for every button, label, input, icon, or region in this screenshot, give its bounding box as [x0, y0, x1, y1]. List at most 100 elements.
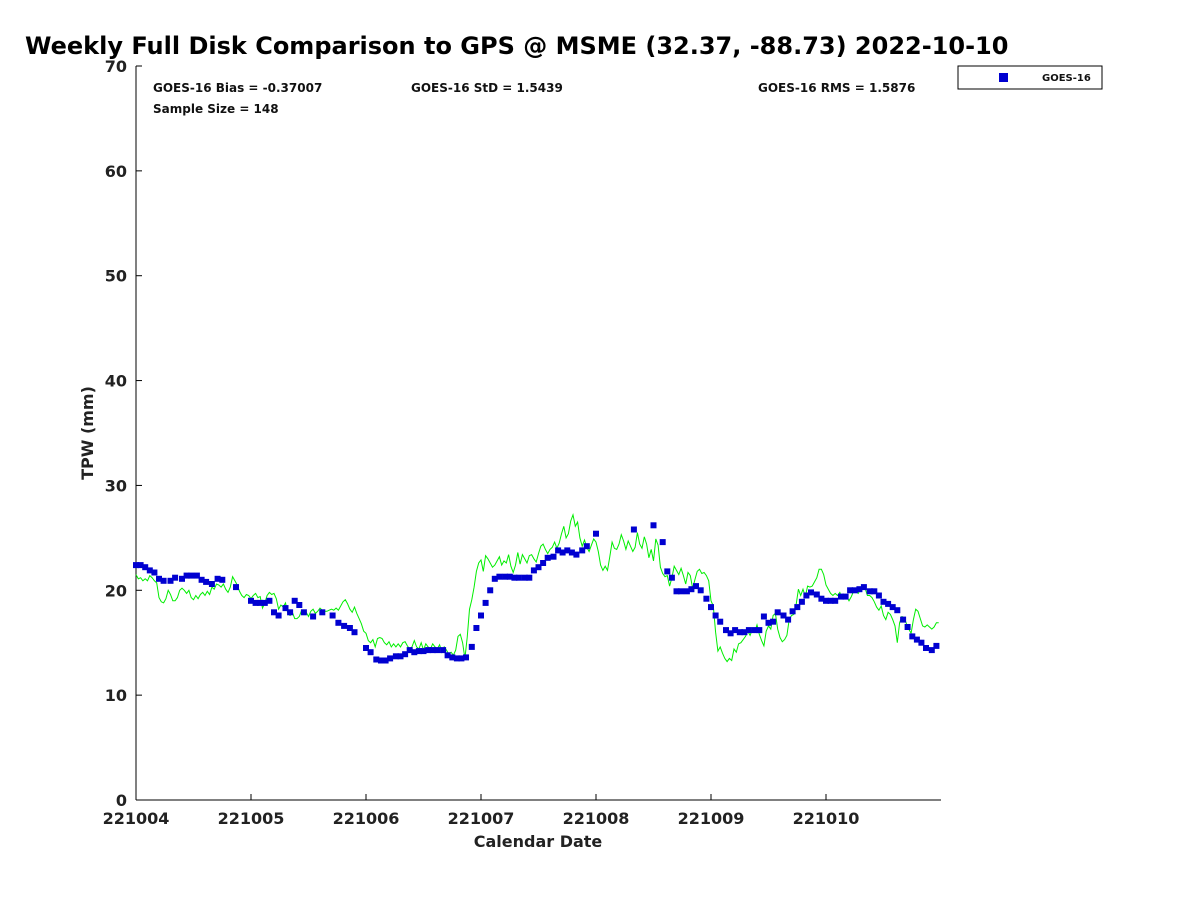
data-point [583, 543, 590, 550]
x-axis-label: Calendar Date [474, 832, 603, 851]
data-point [382, 657, 389, 664]
data-point [172, 574, 179, 581]
legend: GOES-16 [957, 65, 1103, 90]
data-point [856, 586, 863, 593]
x-tick-label: 221004 [103, 809, 170, 828]
data-point [866, 588, 873, 595]
data-point [151, 569, 158, 576]
data-point [526, 574, 533, 581]
x-tick-label: 221006 [333, 809, 400, 828]
data-point [487, 587, 494, 594]
data-point [880, 598, 887, 605]
data-point [252, 599, 259, 606]
y-tick-label: 60 [105, 162, 127, 181]
data-point [818, 595, 825, 602]
data-point [275, 612, 282, 619]
data-point [544, 554, 551, 561]
data-point [511, 574, 518, 581]
data-point [832, 597, 839, 604]
data-point [573, 551, 580, 558]
x-axis: 221004 221005 221006 221007 221008 221009 2210… [103, 794, 860, 828]
data-point [142, 564, 149, 571]
data-point [712, 612, 719, 619]
data-point [780, 612, 787, 619]
y-axis: 0 10 20 30 40 50 60 70 [105, 57, 142, 810]
data-point [785, 616, 792, 623]
data-point [559, 549, 566, 556]
y-tick-label: 30 [105, 476, 127, 495]
data-point [756, 627, 763, 634]
data-point [808, 589, 814, 596]
data-point [717, 618, 724, 625]
data-point [515, 574, 522, 581]
x-tick-label: 221005 [218, 809, 285, 828]
data-point [741, 629, 748, 636]
data-point [261, 599, 268, 606]
plot-area [135, 66, 941, 801]
data-point [683, 588, 690, 595]
data-point [703, 595, 710, 602]
data-point [871, 588, 878, 595]
data-point [521, 574, 528, 581]
chart-title: Weekly Full Disk Comparison to GPS @ MSM… [25, 32, 1008, 60]
data-point [473, 625, 480, 631]
data-point [885, 600, 892, 607]
data-point [550, 553, 557, 560]
data-point [449, 654, 456, 661]
data-point [341, 622, 348, 629]
data-point [373, 656, 380, 663]
data-point [282, 605, 289, 612]
data-point [179, 575, 185, 582]
data-point [794, 604, 801, 611]
legend-box [957, 65, 1103, 90]
data-point [271, 609, 277, 616]
data-point [579, 547, 586, 554]
data-point [287, 609, 294, 616]
data-point [208, 581, 215, 587]
data-point [564, 547, 571, 554]
y-tick-label: 50 [105, 267, 127, 286]
data-point [478, 612, 484, 619]
data-point [732, 627, 739, 634]
data-point [900, 616, 907, 623]
data-point [420, 648, 427, 655]
data-point [415, 648, 422, 655]
data-point [463, 654, 469, 661]
x-tick-label: 221007 [448, 809, 515, 828]
data-point [555, 547, 562, 554]
data-point [458, 655, 465, 662]
data-point [296, 602, 303, 608]
data-point [727, 630, 734, 637]
y-tick-label: 70 [105, 57, 127, 76]
data-point [928, 647, 935, 654]
data-point [387, 655, 394, 662]
data-point [823, 597, 829, 604]
data-point [367, 649, 374, 656]
data-point [751, 627, 758, 634]
data-point [425, 647, 432, 654]
data-point [904, 624, 911, 630]
data-point [827, 597, 834, 604]
data-point [568, 549, 575, 556]
data-point [444, 652, 451, 659]
data-point [137, 562, 144, 569]
data-point [214, 575, 221, 582]
data-point [351, 629, 358, 636]
std-stat: GOES-16 StD = 1.5439 [411, 81, 563, 95]
data-point [219, 576, 226, 583]
y-axis-label: TPW (mm) [78, 386, 97, 480]
data-point [909, 633, 916, 640]
data-point [363, 645, 369, 651]
data-point [774, 609, 781, 616]
sample-size-stat: Sample Size = 148 [153, 102, 279, 116]
x-tick-label: 221010 [793, 809, 860, 828]
data-point [688, 586, 695, 593]
data-point [630, 526, 637, 533]
rms-stat: GOES-16 RMS = 1.5876 [758, 81, 915, 95]
data-point [160, 577, 167, 584]
y-tick-label: 10 [105, 686, 127, 705]
data-point [535, 564, 542, 571]
data-point [923, 645, 929, 651]
data-point [434, 647, 441, 654]
